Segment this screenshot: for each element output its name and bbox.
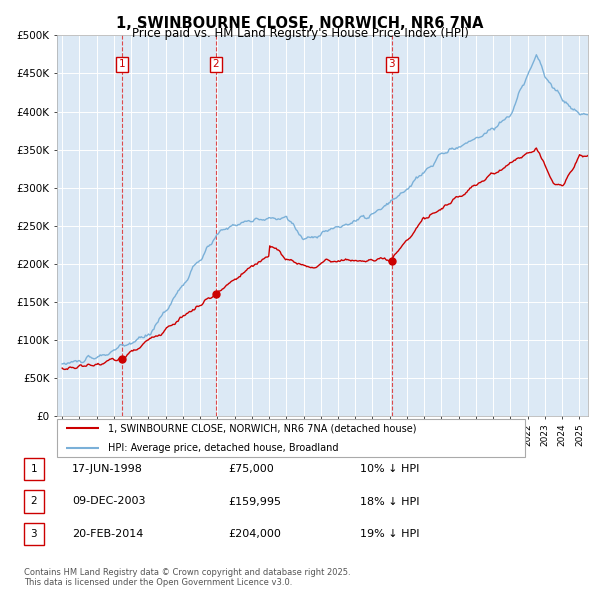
Text: £75,000: £75,000 (228, 464, 274, 474)
Text: 18% ↓ HPI: 18% ↓ HPI (360, 497, 419, 506)
Text: 1, SWINBOURNE CLOSE, NORWICH, NR6 7NA: 1, SWINBOURNE CLOSE, NORWICH, NR6 7NA (116, 16, 484, 31)
Text: HPI: Average price, detached house, Broadland: HPI: Average price, detached house, Broa… (109, 442, 339, 453)
Text: 3: 3 (388, 60, 395, 69)
Text: 19% ↓ HPI: 19% ↓ HPI (360, 529, 419, 539)
Text: 09-DEC-2003: 09-DEC-2003 (72, 497, 146, 506)
Text: 1: 1 (119, 60, 125, 69)
Text: 17-JUN-1998: 17-JUN-1998 (72, 464, 143, 474)
Text: 2: 2 (212, 60, 219, 69)
Text: 1, SWINBOURNE CLOSE, NORWICH, NR6 7NA (detached house): 1, SWINBOURNE CLOSE, NORWICH, NR6 7NA (d… (109, 424, 417, 434)
Text: 20-FEB-2014: 20-FEB-2014 (72, 529, 143, 539)
Text: 3: 3 (31, 529, 37, 539)
Text: 10% ↓ HPI: 10% ↓ HPI (360, 464, 419, 474)
Text: £204,000: £204,000 (228, 529, 281, 539)
Text: 1: 1 (31, 464, 37, 474)
Text: £159,995: £159,995 (228, 497, 281, 506)
Text: 2: 2 (31, 497, 37, 506)
Text: Price paid vs. HM Land Registry's House Price Index (HPI): Price paid vs. HM Land Registry's House … (131, 27, 469, 40)
Text: Contains HM Land Registry data © Crown copyright and database right 2025.
This d: Contains HM Land Registry data © Crown c… (24, 568, 350, 587)
FancyBboxPatch shape (57, 419, 525, 457)
